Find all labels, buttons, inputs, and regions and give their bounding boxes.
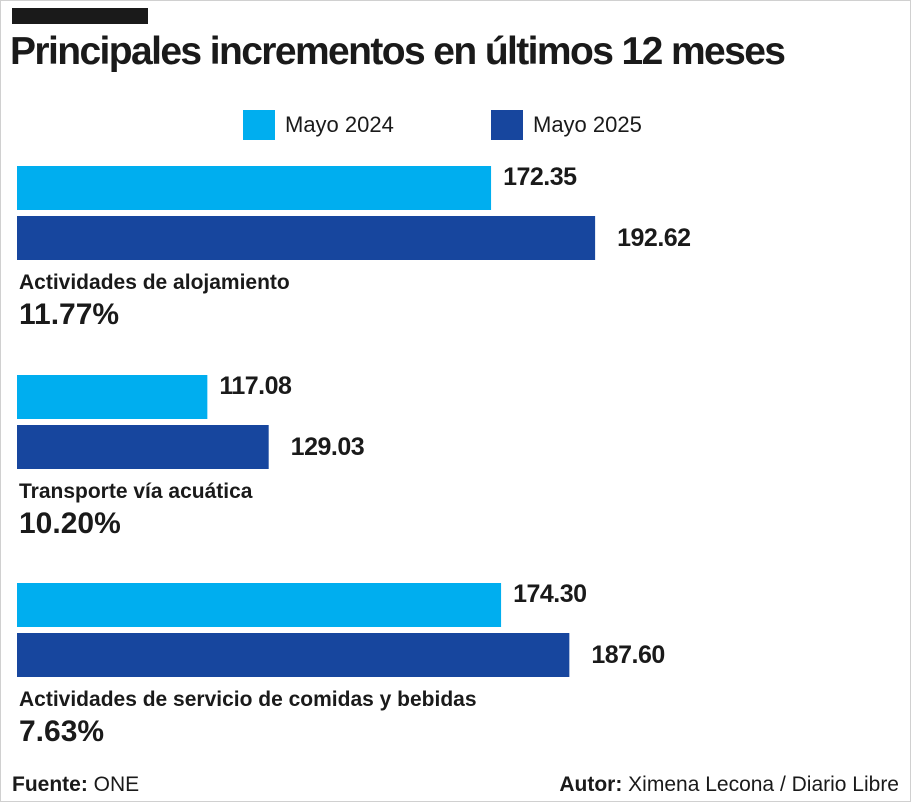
author-label: Autor: — [559, 773, 623, 796]
source-credit: Fuente: ONE — [12, 773, 139, 797]
author-value: Ximena Lecona / Diario Libre — [628, 773, 899, 796]
bar-chart: 172.35 192.62 Actividades de alojamiento 11… — [17, 163, 691, 748]
author-credit: Autor: Ximena Lecona / Diario Libre — [559, 773, 899, 797]
legend-swatch-2025 — [491, 110, 523, 140]
legend-item-2024: Mayo 2024 — [243, 110, 394, 140]
header-accent-bar — [12, 8, 148, 24]
category-percent-change: 10.20% — [19, 507, 121, 540]
category-percent-change: 11.77% — [19, 298, 119, 331]
category-percent-change: 7.63% — [19, 715, 104, 748]
value-label-2024: 174.30 — [513, 580, 586, 608]
category-label: Actividades de alojamiento — [19, 271, 290, 294]
bar-group-actividades-de-servicio-de-comidas-y-bebidas: 174.30 187.60 Actividades de servicio de c… — [17, 580, 665, 748]
legend-label-2025: Mayo 2025 — [533, 112, 642, 137]
value-label-2024: 117.08 — [219, 372, 292, 400]
bar-2024 — [17, 166, 492, 210]
source-label: Fuente: — [12, 773, 88, 796]
bar-2025 — [17, 216, 596, 260]
legend-swatch-2024 — [243, 110, 275, 140]
bar-group-transporte-via-acuatica: 117.08 129.03 Transporte vía acuática 10.20… — [17, 372, 365, 540]
bar-2024 — [17, 375, 208, 419]
category-label: Actividades de servicio de comidas y beb… — [19, 688, 477, 711]
legend-item-2025: Mayo 2025 — [491, 110, 642, 140]
source-value: ONE — [93, 773, 140, 796]
value-label-2025: 129.03 — [291, 433, 364, 461]
bar-2025 — [17, 425, 269, 469]
value-label-2025: 187.60 — [591, 641, 664, 669]
value-label-2025: 192.62 — [617, 224, 690, 252]
legend-label-2024: Mayo 2024 — [285, 112, 394, 137]
chart-title: Principales incrementos en últimos 12 me… — [10, 30, 786, 73]
category-label: Transporte vía acuática — [19, 480, 253, 503]
bar-group-actividades-de-alojamiento: 172.35 192.62 Actividades de alojamiento 11… — [17, 163, 691, 331]
bar-2025 — [17, 633, 570, 677]
bar-2024 — [17, 583, 502, 627]
value-label-2024: 172.35 — [503, 163, 577, 191]
